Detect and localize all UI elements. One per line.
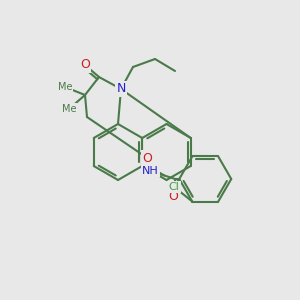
Text: N: N — [116, 82, 126, 95]
Text: Me: Me — [58, 82, 72, 92]
Text: O: O — [142, 152, 152, 164]
Text: Me: Me — [62, 104, 76, 114]
Text: O: O — [168, 190, 178, 203]
Text: Cl: Cl — [169, 182, 180, 192]
Text: O: O — [80, 58, 90, 71]
Text: NH: NH — [142, 166, 159, 176]
